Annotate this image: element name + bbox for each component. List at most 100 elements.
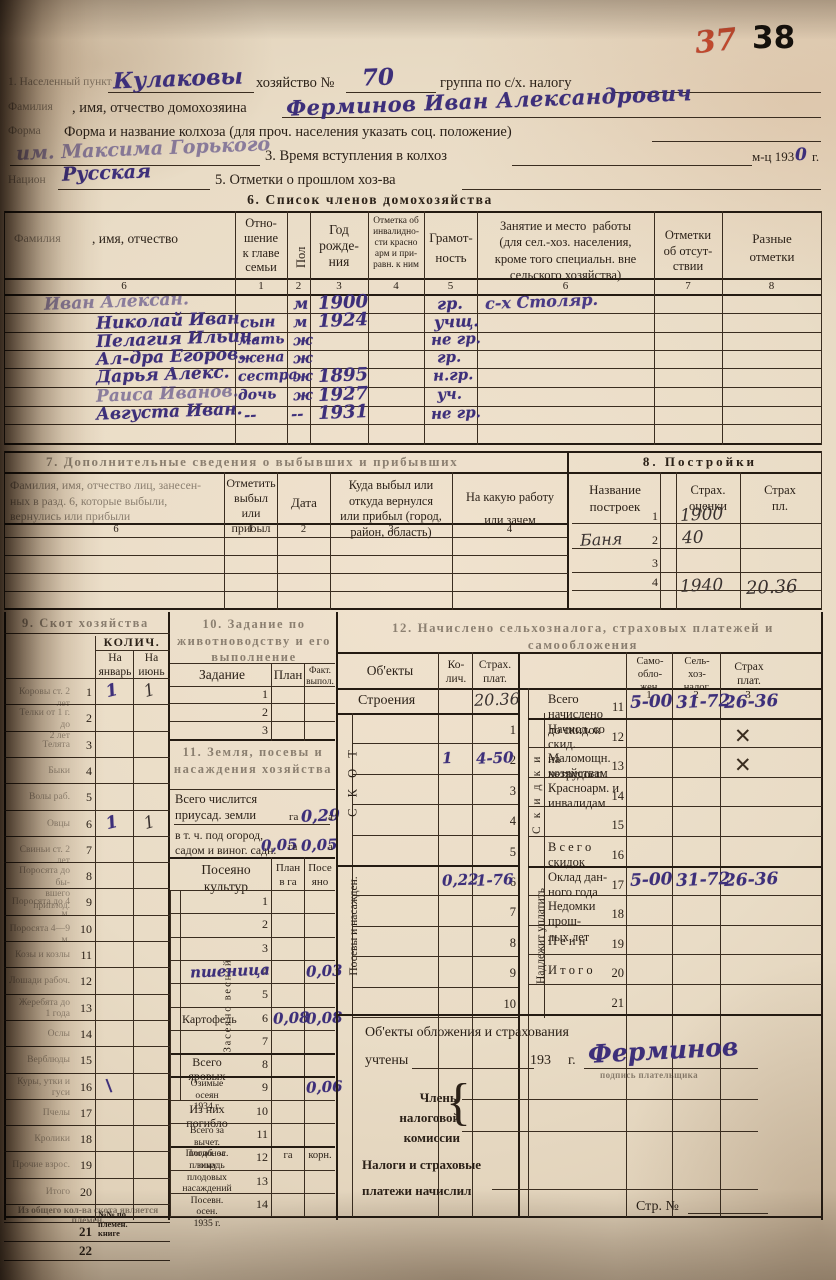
- member-sex-6: --: [290, 404, 304, 424]
- section9-row-number-12: 12: [80, 974, 92, 989]
- section12-calc-value-11-agri_tax: 31-72: [675, 690, 731, 714]
- section9-row-label-7: Свиньи ст. 2 лет: [19, 843, 70, 867]
- section11-crop-plan-12: га: [283, 1150, 293, 1162]
- members-col-literacy: Грамот-ность: [429, 230, 473, 265]
- section11-crop-number-13: 13: [256, 1173, 268, 1188]
- members-col-relation: Отно-шение к главе семьи: [242, 216, 280, 275]
- members-colnum-4: 4: [393, 280, 399, 292]
- section12-calc-number-17: 17: [611, 877, 625, 892]
- section12-object-qty-6: 0,22: [441, 870, 479, 890]
- section8-col-building: Название построек: [589, 482, 641, 514]
- section11-crop-number-6: 6: [262, 1010, 268, 1025]
- section9-row-rule: [4, 1098, 170, 1100]
- section12-col-insurance-pay: Страх плат.: [734, 661, 764, 688]
- section7-col-work: На какую работу или зачем: [465, 490, 555, 528]
- section12-calc-number-13: 13: [611, 759, 625, 774]
- section9-row-number-2: 2: [86, 711, 92, 726]
- section11-crop-rule: [170, 1146, 335, 1149]
- footer-signature-caption: подпись плательщика: [600, 1070, 699, 1080]
- member-relation-4: сестра: [237, 366, 298, 386]
- section12-object-insurance-2: 4-50: [475, 748, 514, 769]
- section12-object-number-4: 4: [509, 814, 516, 829]
- section9-row-number-6: 6: [86, 816, 92, 831]
- section11-crop-rule: [170, 1099, 335, 1101]
- section11-crop-name-12: Плодонос. площадь: [185, 1148, 229, 1171]
- section11-crop-number-9: 9: [262, 1080, 268, 1095]
- section9-row-label-15: Верблюды: [27, 1054, 70, 1066]
- members-colnum-7: 7: [685, 280, 691, 292]
- section11-crop-name-10: Из них погибло: [186, 1101, 228, 1131]
- section11-crop-rule: [170, 1169, 335, 1171]
- header-label-tax-group: группа по с/х. налогу: [440, 75, 572, 91]
- section9-row-rule: [4, 756, 170, 758]
- section12-calc-number-12: 12: [611, 729, 625, 744]
- members-colnum-1: 1: [258, 280, 264, 292]
- section9-row-label-10: Поросята 4—9 м.: [9, 922, 70, 946]
- section11-crop-rule: [170, 1029, 335, 1031]
- section8-value-1: 1900: [679, 504, 724, 526]
- section9-qty-jan-16: \: [103, 1075, 115, 1096]
- section12-calc-label-16: В с е г о скидок: [548, 840, 592, 870]
- section12-calc-label-19: П е н н: [548, 933, 586, 948]
- section12-calc-value-17-agri_tax: 31-72: [675, 868, 731, 891]
- section9-row-label-11: Козы и козлы: [15, 949, 70, 960]
- section9-qty-jun-6: 1: [141, 811, 158, 834]
- section11-crop-name-9: Озимые осеян 1934 г.: [190, 1078, 224, 1113]
- section9-footer-number-22: 22: [79, 1243, 92, 1258]
- section12-object-number-10: 10: [503, 996, 517, 1011]
- section8-value-4: 1940: [679, 575, 724, 597]
- members-colnum-2: 2: [295, 280, 302, 292]
- section12-object-insurance-6: 1-76: [475, 870, 514, 890]
- section11-crop-number-11: 11: [256, 1127, 268, 1141]
- members-colnum-3: 3: [336, 280, 342, 292]
- section8-title: 8. Постройки: [642, 454, 758, 469]
- section9-row-number-13: 13: [80, 1000, 92, 1015]
- member-literacy-6: не гр.: [430, 403, 482, 423]
- section9-row-label-17: Пчелы: [42, 1106, 70, 1118]
- section11-crop-rule: [170, 1192, 335, 1194]
- section12-calc-number-21: 21: [611, 996, 625, 1010]
- section7-colnum-3: 3: [388, 524, 394, 535]
- section8-rownum-4: 4: [652, 575, 658, 589]
- section12-calc-rule: [528, 865, 822, 868]
- section11-crop-rule: [170, 1216, 335, 1218]
- section9-footnote-rule: [4, 1222, 170, 1223]
- section12-calc-rule: [528, 717, 822, 720]
- section11-crops-col-plan: План в га: [275, 862, 301, 889]
- header-label-nationality: Национ: [8, 175, 46, 186]
- member-sex-5: ж: [292, 385, 313, 405]
- section7-col-mark: Отметить выбыл или прибыл: [226, 476, 276, 535]
- section12-calc-number-16: 16: [611, 848, 625, 862]
- section7-colnum-2: 2: [300, 524, 307, 535]
- section10-rownum-1: 1: [262, 687, 268, 701]
- section12-col-objects: Об'екты: [366, 663, 414, 678]
- section9-row-rule: [4, 1072, 170, 1074]
- section9-row-number-20: 20: [80, 1184, 92, 1199]
- section12-calc-value-17-ins: 26-36: [723, 868, 779, 891]
- member-relation-2: мать: [237, 331, 285, 349]
- footer-page-label: Стр. №: [636, 1199, 679, 1214]
- section11-crop-number-8: 8: [262, 1057, 268, 1072]
- section9-row-label-4: Быки: [48, 764, 70, 776]
- section12-calc-label-17: Оклад дан-ного года: [548, 869, 608, 899]
- section9-row-number-11: 11: [80, 948, 92, 962]
- header-value-year-digit: 0: [794, 144, 808, 166]
- header-label-owner: , имя, отчество домохозяина: [72, 100, 247, 116]
- member-sex-0: м: [292, 293, 309, 314]
- section11-crop-number-10: 10: [256, 1103, 268, 1118]
- section12-calc-x-13-ins: ✕: [734, 754, 752, 778]
- section12-object-rule: [352, 986, 518, 988]
- section9-row-label-19: Прочие взрос.: [12, 1159, 70, 1171]
- section9-col-jan: На январь: [98, 652, 132, 678]
- section12-calc-x-12-ins: ✕: [734, 724, 752, 748]
- section10-col-plan: План: [273, 667, 303, 682]
- section9-row-label-16: Куры, утки и гуси: [17, 1075, 70, 1099]
- section7-col-date: Дата: [291, 495, 317, 510]
- section9-row-number-5: 5: [86, 790, 92, 805]
- section12-calc-rule: [528, 954, 822, 956]
- section10-rownum-2: 2: [262, 705, 268, 719]
- section7-col-where: Куда выбыл или откуда вернулся или прибыл …: [340, 478, 442, 540]
- section11-crop-rule: [170, 1123, 335, 1124]
- section12-calc-label-20: И т о г о: [548, 963, 593, 978]
- section9-row-label-14: Ослы: [47, 1027, 70, 1039]
